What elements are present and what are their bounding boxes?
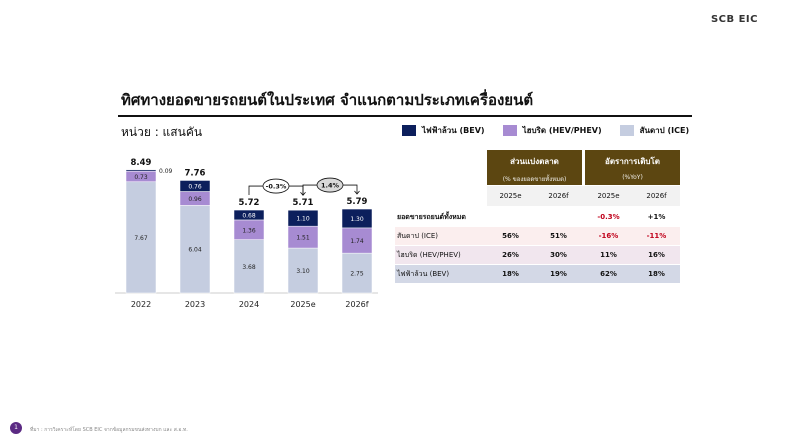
table-header-growth: อัตราการเติบโต (%YoY) <box>585 150 680 185</box>
data-label: 0.96 <box>188 196 202 203</box>
growth-arrowhead <box>354 190 360 195</box>
bar-segment-ice <box>341 252 373 294</box>
row-label: ไฟฟ้าล้วน (BEV) <box>397 270 450 278</box>
table-subheader <box>487 186 680 206</box>
table-row <box>395 208 680 226</box>
legend-label-bev: ไฟฟ้าล้วน (BEV) <box>422 126 485 135</box>
row-label: ยอดขายรถยนต์ทั้งหมด <box>397 213 466 221</box>
data-label: 1.51 <box>296 235 310 242</box>
data-label: 0.09 <box>159 168 173 175</box>
col-header: 2025e <box>597 192 620 200</box>
header-title-share: ส่วนแบ่งตลาด <box>510 157 559 166</box>
data-label: 1.30 <box>350 216 364 223</box>
total-label: 7.76 <box>185 168 206 178</box>
total-label: 8.49 <box>131 158 152 168</box>
table-cell: -16% <box>598 232 619 240</box>
page-number: 1 <box>10 422 22 434</box>
table-cell: 56% <box>502 232 519 240</box>
title-divider <box>118 115 692 117</box>
row-label: ไฮบริด (HEV/PHEV) <box>397 251 461 259</box>
bar-segment-bev <box>233 209 265 221</box>
table-cell: 18% <box>648 270 665 278</box>
chart-legend: ไฟฟ้าล้วน (BEV) ไฮบริด (HEV/PHEV) สันดาป… <box>402 124 689 137</box>
bar-segment-bev <box>287 209 319 227</box>
legend-item-hybrid: ไฮบริด (HEV/PHEV) <box>502 124 602 137</box>
row-label: สันดาป (ICE) <box>397 232 439 240</box>
table-cell: -0.3% <box>597 213 620 221</box>
legend-swatch-hybrid <box>502 125 517 136</box>
x-tick-label: 2026f <box>345 300 368 309</box>
x-tick-label: 2022 <box>131 300 151 309</box>
table-cell: 30% <box>550 251 567 259</box>
legend-label-ice: สันดาป (ICE) <box>639 126 690 135</box>
legend-item-bev: ไฟฟ้าล้วน (BEV) <box>402 124 485 137</box>
table-row <box>395 246 680 264</box>
data-label: 2.75 <box>350 271 364 278</box>
table-cell: -11% <box>646 232 667 240</box>
data-label: 1.36 <box>242 227 256 234</box>
source-note: ที่มา : การวิเคราะห์โดย SCB EIC จากข้อมู… <box>30 427 188 433</box>
unit-label: หน่วย : แสนคัน <box>121 125 203 139</box>
x-tick-label: 2025e <box>290 300 315 309</box>
legend-swatch-ice <box>619 125 634 136</box>
data-label: 0.76 <box>188 183 202 190</box>
growth-label: 1.4% <box>321 182 340 190</box>
table-cell: +1% <box>647 213 666 221</box>
bar-segment-ice <box>233 239 265 294</box>
data-label: 0.73 <box>134 174 148 181</box>
page-title: ทิศทางยอดขายรถยนต์ในประเทศ จำแนกตามประเภ… <box>121 91 534 109</box>
col-header: 2026f <box>646 192 667 200</box>
bar-segment-hybrid <box>341 227 373 254</box>
data-label: 1.10 <box>296 216 310 223</box>
growth-label: -0.3% <box>266 183 287 191</box>
table-header-market-share: ส่วนแบ่งตลาด (% ของยอดขายทั้งหมด) <box>487 150 582 185</box>
table-cell: 26% <box>502 251 519 259</box>
bar-segment-bev <box>125 169 157 172</box>
x-tick-label: 2024 <box>239 300 259 309</box>
bar-segment-ice <box>125 181 157 294</box>
data-label: 6.04 <box>188 247 202 254</box>
data-label: 3.10 <box>296 268 310 275</box>
table-cell: 62% <box>600 270 617 278</box>
brand-logo: SCB EIC <box>710 14 758 25</box>
table-cell: 18% <box>502 270 519 278</box>
header-sub-growth: (%YoY) <box>622 174 643 181</box>
bar-segment-ice <box>179 205 211 294</box>
table-row <box>395 265 680 283</box>
table-cell: 16% <box>648 251 665 259</box>
legend-swatch-bev <box>402 125 416 136</box>
total-label: 5.79 <box>347 197 368 207</box>
header-title-growth: อัตราการเติบโต <box>605 157 660 166</box>
table-cell: 19% <box>550 270 567 278</box>
total-label: 5.72 <box>239 198 260 208</box>
legend-item-ice: สันดาป (ICE) <box>619 124 690 137</box>
table-row <box>395 227 680 245</box>
x-tick-label: 2023 <box>185 300 205 309</box>
total-label: 5.71 <box>293 198 314 208</box>
data-label: 0.68 <box>242 212 256 219</box>
data-label: 7.67 <box>134 235 148 242</box>
table-cell: 11% <box>600 251 617 259</box>
col-header: 2026f <box>548 192 569 200</box>
growth-badge <box>262 178 290 194</box>
table-cell: 51% <box>550 232 567 240</box>
col-header: 2025e <box>499 192 522 200</box>
bar-segment-bev <box>179 180 211 192</box>
legend-label-hybrid: ไฮบริด (HEV/PHEV) <box>522 126 602 135</box>
data-label: 3.68 <box>242 264 256 271</box>
stacked-bar-chart: 7.67 0.73 0.09 8.49 2022 6.04 0.96 0.76 7.76 2023… <box>115 158 378 309</box>
growth-badge <box>316 177 344 193</box>
data-label: 1.74 <box>350 238 364 245</box>
header-sub-share: (% ของยอดขายทั้งหมด) <box>502 176 567 183</box>
bar-segment-bev <box>341 208 373 229</box>
